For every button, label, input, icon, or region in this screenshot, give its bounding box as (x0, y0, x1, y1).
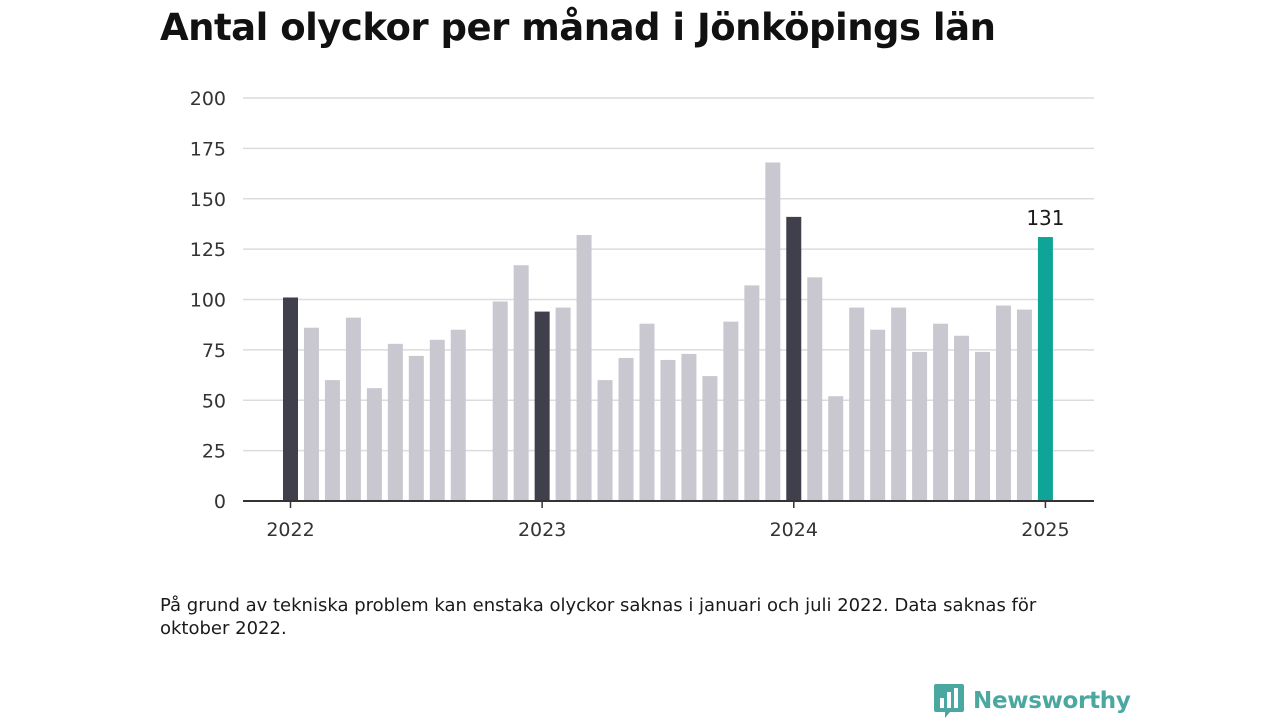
bar (450, 329, 466, 501)
bar (345, 317, 361, 501)
bar (576, 235, 592, 501)
x-tick-label: 2025 (1021, 519, 1069, 541)
bar (513, 265, 529, 501)
brand-name: Newsworthy (973, 688, 1131, 714)
bar (870, 329, 886, 501)
bar (597, 380, 613, 501)
footnote: På grund av tekniska problem kan enstaka… (160, 595, 1037, 639)
bar-chart: 0 25 50 75 100 125 150 175 200 2022 2023 2024 2025 13… (190, 88, 1094, 541)
bar (324, 380, 340, 501)
bar (660, 359, 676, 501)
y-tick-label: 200 (190, 88, 226, 110)
y-tick-label: 125 (190, 239, 226, 261)
bar (933, 323, 949, 501)
y-tick-label: 25 (202, 441, 226, 463)
y-tick-label: 175 (190, 138, 226, 160)
bar (681, 353, 697, 501)
chart-title: Antal olyckor per månad i Jönköpings län (160, 6, 996, 49)
bar (975, 351, 991, 501)
bar (303, 327, 319, 501)
brand-logo[interactable]: Newsworthy (933, 683, 1131, 719)
bar (849, 307, 865, 501)
bar (912, 351, 928, 501)
bar (555, 307, 571, 501)
bar (765, 162, 781, 502)
bar (891, 307, 907, 501)
bar (639, 323, 655, 501)
bar (702, 376, 718, 501)
bar (723, 321, 739, 501)
bar (618, 357, 634, 501)
y-tick-label: 0 (214, 491, 226, 513)
y-tick-label: 75 (202, 340, 226, 362)
newsworthy-logo-icon (934, 684, 964, 718)
bar (954, 335, 970, 501)
bar (366, 388, 382, 501)
x-tick-label: 2022 (266, 519, 314, 541)
bar (283, 297, 298, 501)
bar (995, 305, 1011, 501)
y-tick-label: 50 (202, 390, 226, 412)
bar (492, 301, 508, 501)
bar (387, 343, 403, 501)
bar (1016, 309, 1032, 501)
bar (786, 216, 802, 501)
y-tick-label: 150 (190, 189, 226, 211)
y-tick-label: 100 (190, 290, 226, 312)
data-label: 131 (1026, 206, 1064, 230)
x-tick-label: 2024 (770, 519, 818, 541)
bar (807, 277, 823, 501)
bar (429, 339, 445, 501)
bar (828, 396, 844, 501)
bar (534, 311, 550, 501)
bar (1037, 237, 1053, 501)
bar (744, 285, 760, 501)
bar (408, 355, 424, 501)
x-tick-label: 2023 (518, 519, 566, 541)
